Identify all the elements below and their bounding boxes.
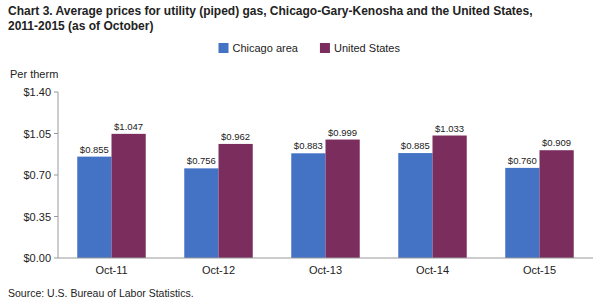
x-tick-label: Oct-14 [416,264,449,276]
bar [433,136,467,258]
legend: Chicago area United States [219,42,401,54]
data-labels: $0.855 $0.756 $0.883 $0.885 $0.760 $1.047 $0.9… [80,121,571,167]
chart: Chart 3. Average prices for utility (pip… [0,0,605,305]
source: Source: U.S. Bureau of Labor Statistics. [8,287,194,299]
x-tick-label: Oct-11 [95,264,127,276]
data-label: $0.760 [508,155,537,166]
legend-item: United States [320,42,401,54]
y-tick-label: $0.70 [23,169,51,181]
data-label: $0.909 [542,137,571,148]
y-tick [54,92,58,93]
title-group: Chart 3. Average prices for utility (pip… [8,4,533,33]
data-label: $0.999 [328,127,357,138]
bar [540,150,574,258]
bar [112,134,146,258]
data-label: $1.047 [114,121,143,132]
bar [398,153,432,258]
title: 2011-2015 (as of October) [8,19,153,33]
legend-swatch [320,43,330,53]
bar [184,168,218,258]
data-label: $0.855 [80,144,109,155]
bar [326,140,360,258]
bar [505,168,539,258]
y-tick [54,216,58,217]
legend-label: Chicago area [233,42,299,54]
x-tick-label: Oct-12 [202,264,235,276]
data-label: $1.033 [435,123,464,134]
data-label: $0.756 [187,155,216,166]
bar [219,144,253,258]
data-label: $0.885 [401,140,430,151]
bars [77,134,573,258]
y-axis-label: Per therm [10,68,58,80]
legend-swatch [219,43,229,53]
y-axis: $0.00 $0.35 $0.70 $1.05 $1.40 [23,86,58,264]
data-label: $0.962 [221,131,250,142]
x-tick-label: Oct-15 [523,264,556,276]
y-tick-label: $0.00 [23,252,51,264]
data-label: $0.883 [294,140,323,151]
y-tick-label: $0.35 [23,211,51,223]
y-tick-label: $1.05 [23,128,51,140]
y-tick-label: $1.40 [23,86,51,98]
legend-item: Chicago area [219,42,299,54]
title: Chart 3. Average prices for utility (pip… [8,4,533,18]
y-tick [54,258,58,259]
x-tick-label: Oct-13 [309,264,342,276]
bar [77,157,111,258]
bar [291,153,325,258]
x-axis: Oct-11 Oct-12 Oct-13 Oct-14 Oct-15 [58,258,593,276]
x-axis-line [58,258,593,259]
legend-label: United States [334,42,401,54]
y-tick [54,175,58,176]
y-tick [54,133,58,134]
